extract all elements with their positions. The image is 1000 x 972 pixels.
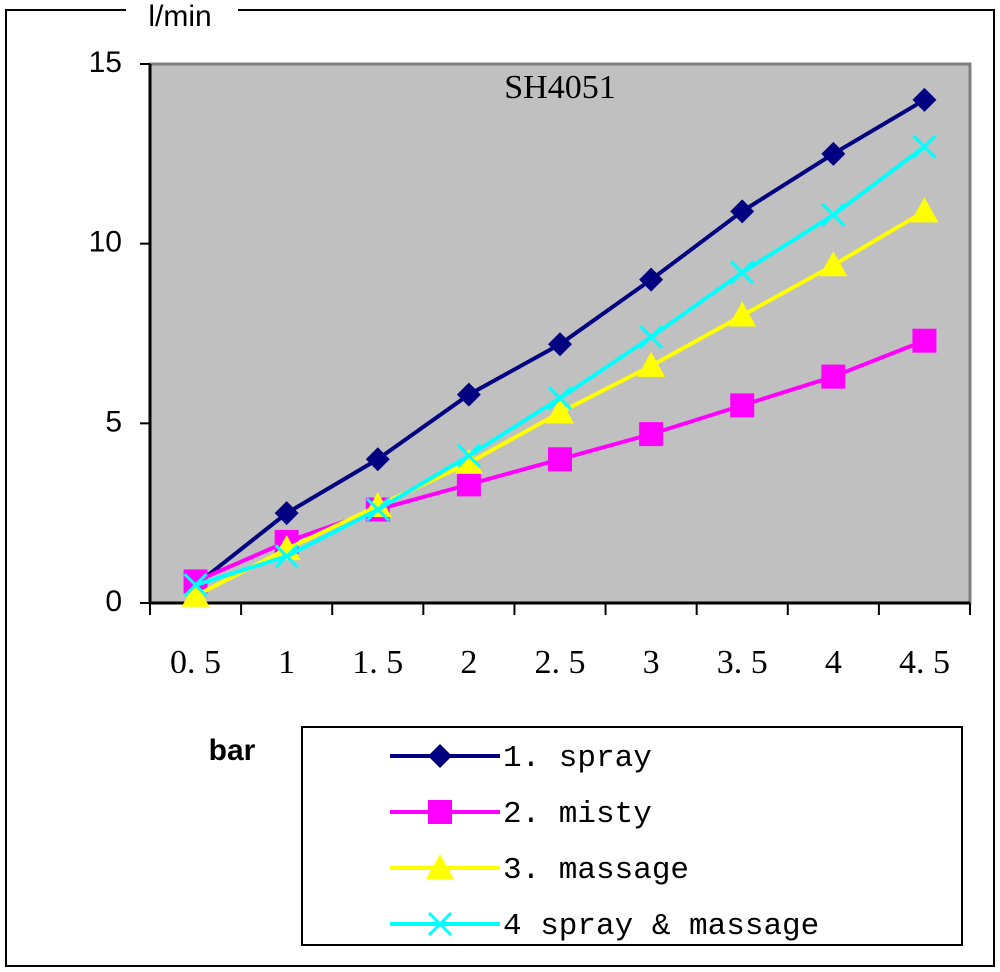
legend-label: 3. massage bbox=[503, 853, 689, 888]
marker bbox=[274, 501, 299, 526]
marker bbox=[274, 544, 299, 569]
marker bbox=[365, 447, 390, 472]
frame bbox=[5, 9, 995, 967]
marker bbox=[428, 800, 452, 824]
legend-label: 1. spray bbox=[503, 741, 652, 776]
marker bbox=[730, 260, 755, 285]
marker bbox=[912, 328, 937, 353]
marker bbox=[363, 491, 392, 517]
marker bbox=[730, 393, 755, 418]
x-axis-label: bar bbox=[209, 734, 256, 767]
legend-label: 4 spray & massage bbox=[503, 909, 819, 944]
marker bbox=[426, 854, 454, 879]
x-tick-label: 2 bbox=[460, 644, 477, 681]
marker bbox=[821, 202, 846, 227]
marker bbox=[365, 497, 390, 522]
legend bbox=[301, 726, 963, 946]
marker bbox=[637, 351, 666, 377]
y-tick-label: 0 bbox=[105, 585, 122, 618]
marker bbox=[546, 398, 574, 424]
marker bbox=[910, 197, 939, 223]
chart-title: SH4051 bbox=[504, 69, 615, 106]
legend-label: 2. misty bbox=[503, 797, 652, 832]
marker bbox=[456, 443, 481, 468]
marker bbox=[548, 332, 572, 357]
x-tick-label: 1 bbox=[278, 644, 295, 681]
marker bbox=[456, 472, 481, 497]
marker bbox=[819, 251, 848, 277]
x-tick-label: 1. 5 bbox=[352, 644, 403, 681]
marker bbox=[912, 87, 937, 112]
y-axis-label: l/min bbox=[148, 0, 211, 33]
y-tick-label: 5 bbox=[105, 405, 122, 438]
marker bbox=[639, 325, 664, 350]
marker bbox=[454, 448, 483, 474]
x-tick-label: 3. 5 bbox=[717, 644, 768, 681]
y-tick-label: 15 bbox=[89, 46, 122, 79]
label-backdrop bbox=[126, 0, 238, 30]
x-tick-label: 4 bbox=[825, 644, 842, 681]
marker bbox=[730, 199, 755, 224]
x-tick-label: 3 bbox=[643, 644, 660, 681]
y-tick-label: 10 bbox=[89, 226, 122, 259]
marker bbox=[427, 911, 453, 937]
marker bbox=[547, 386, 573, 411]
marker bbox=[548, 447, 572, 472]
marker bbox=[821, 364, 846, 389]
marker bbox=[639, 267, 664, 292]
marker bbox=[428, 744, 452, 768]
x-tick-label: 0. 5 bbox=[170, 644, 221, 681]
marker bbox=[181, 581, 210, 607]
marker bbox=[728, 301, 757, 327]
marker bbox=[639, 422, 664, 447]
marker bbox=[183, 572, 208, 598]
x-tick-label: 4. 5 bbox=[899, 644, 950, 681]
marker bbox=[456, 382, 481, 407]
marker bbox=[912, 134, 937, 159]
marker bbox=[821, 141, 846, 166]
x-tick-label: 2. 5 bbox=[535, 644, 586, 681]
